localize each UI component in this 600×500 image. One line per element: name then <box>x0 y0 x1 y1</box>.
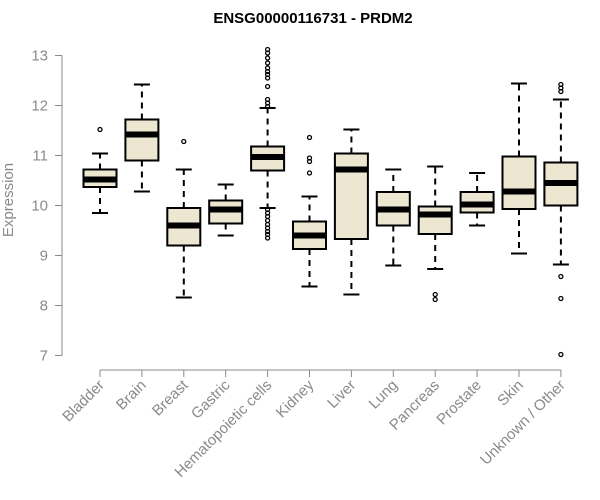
box-group <box>417 165 453 303</box>
x-tick-label: Breast <box>149 376 192 419</box>
outlier-point <box>264 65 271 71</box>
box-group <box>459 172 495 227</box>
outlier-point <box>181 138 187 145</box>
x-tick-label: Skin <box>494 377 527 410</box>
outlier-point <box>264 231 271 238</box>
y-axis: 7 8 9 10 11 12 13 <box>31 48 63 365</box>
chart-title: ENSG00000116731 - PRDM2 <box>213 10 412 27</box>
outlier-point <box>264 71 271 78</box>
outlier-point <box>264 46 271 53</box>
box-iqr <box>417 205 453 235</box>
x-tick-label: Brain <box>113 377 150 414</box>
box-group <box>333 128 369 296</box>
outlier-point <box>264 206 271 213</box>
box-iqr <box>124 118 160 162</box>
boxes <box>82 46 579 358</box>
outlier-point <box>432 291 438 298</box>
outlier-point <box>558 81 564 88</box>
outlier-point <box>558 295 564 302</box>
outlier-point <box>97 126 103 133</box>
outlier-point <box>306 170 313 176</box>
outlier-point <box>558 351 564 358</box>
box-iqr <box>501 155 537 210</box>
y-tick-label: 12 <box>31 98 48 115</box>
x-tick-label: Liver <box>324 377 359 412</box>
outlier-point <box>306 155 313 161</box>
outlier-point <box>432 296 438 303</box>
box-group <box>124 83 160 193</box>
outlier-point <box>264 60 271 66</box>
box-group <box>543 81 579 358</box>
y-tick-label: 11 <box>32 148 48 165</box>
box-group <box>292 134 327 288</box>
outlier-point <box>264 96 271 103</box>
box-group <box>166 138 202 299</box>
box-group <box>375 168 411 267</box>
outlier-point <box>264 83 271 90</box>
box-group <box>82 126 118 214</box>
y-axis-label: Expression <box>0 163 17 237</box>
y-tick-label: 9 <box>40 248 48 265</box>
y-tick-label: 8 <box>40 298 48 315</box>
box-iqr <box>333 152 369 240</box>
y-tick-label: 13 <box>31 48 48 65</box>
box-group <box>501 82 537 255</box>
outlier-point <box>306 134 313 141</box>
y-tick-label: 7 <box>40 348 48 365</box>
x-tick-label: Lung <box>366 377 402 413</box>
box-group <box>208 183 244 237</box>
x-tick-label: Kidney <box>273 376 318 421</box>
outlier-point <box>264 55 271 61</box>
outlier-point <box>558 273 564 280</box>
x-tick-label: Prostate <box>433 377 485 429</box>
x-tick-label: Bladder <box>59 377 108 426</box>
y-tick-label: 10 <box>31 198 48 215</box>
box-group <box>250 46 286 241</box>
